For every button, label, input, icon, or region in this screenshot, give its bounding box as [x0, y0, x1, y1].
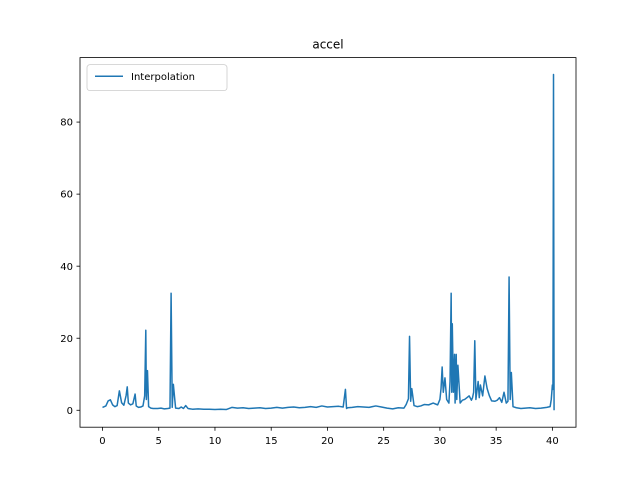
series-line-0 [102, 73, 555, 411]
y-tick-label: 40 [60, 262, 73, 273]
axes-frame [79, 57, 577, 428]
legend-box [86, 64, 228, 91]
x-tick-label: 0 [99, 436, 105, 447]
y-tick-label: 0 [67, 406, 73, 417]
x-tick-label: 15 [265, 436, 278, 447]
y-tick-label: 60 [60, 190, 73, 201]
plot-area [102, 73, 555, 411]
y-tick-label: 20 [60, 334, 73, 345]
legend: Interpolation [86, 64, 228, 91]
y-tick-label: 80 [60, 118, 73, 129]
x-tick-label: 30 [434, 436, 447, 447]
x-axis: 0 5 10 15 20 25 30 35 40 [99, 427, 559, 447]
x-tick-label: 20 [321, 436, 334, 447]
legend-label-interpolation: Interpolation [131, 72, 195, 83]
x-tick-label: 5 [156, 436, 162, 447]
y-axis: 0 20 40 60 80 [60, 118, 80, 417]
chart-title: accel [312, 38, 343, 52]
x-tick-label: 25 [377, 436, 390, 447]
x-tick-label: 40 [546, 436, 559, 447]
x-tick-label: 10 [209, 436, 222, 447]
x-tick-label: 35 [490, 436, 503, 447]
